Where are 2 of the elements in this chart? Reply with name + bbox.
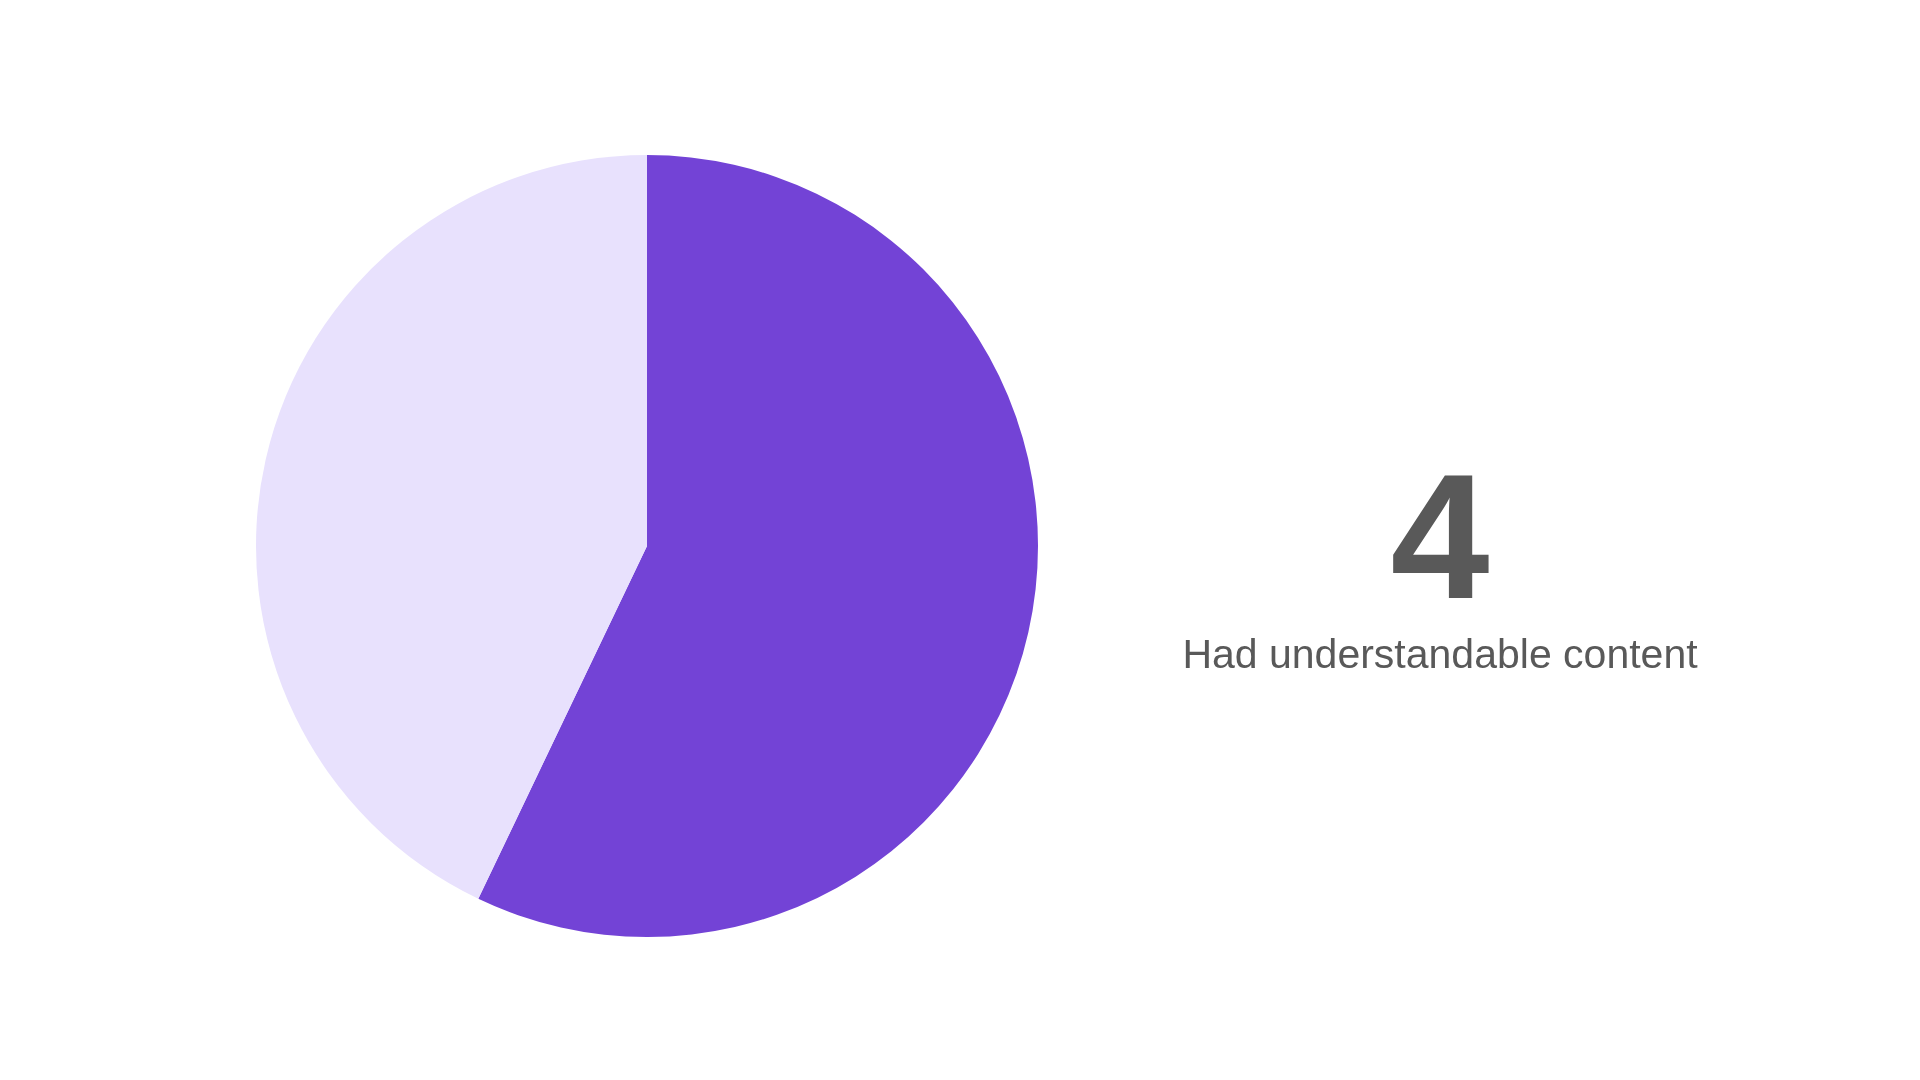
pie-slice [256,155,647,899]
pie-slice [478,155,1038,937]
